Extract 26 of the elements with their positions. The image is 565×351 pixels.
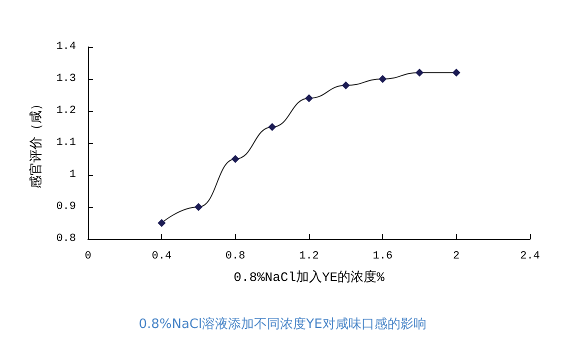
point	[268, 123, 276, 131]
point	[194, 203, 202, 211]
y-tick-label: 1.3	[56, 73, 76, 85]
y-tick-label: 0.8	[56, 233, 76, 245]
text: 0.8%NaCl溶液添加不同浓度YE对咸味口感的影响	[138, 316, 426, 332]
x-tick-label: 1.2	[299, 250, 319, 262]
y-axis-title: 感官评价（咸）	[28, 98, 44, 188]
y-tick-label: 1.2	[56, 105, 76, 117]
x-tick-label: 0.4	[152, 250, 172, 262]
x-tick-label: 2.4	[520, 250, 540, 262]
x-axis-title: 0.8%NaCl加入YE的浓度%	[234, 269, 385, 285]
y-tick-label: 1	[69, 169, 76, 181]
x-tick-label: 0	[84, 250, 92, 262]
x-tick-label: 2	[453, 250, 460, 262]
point	[158, 219, 166, 227]
point	[231, 155, 240, 163]
point	[342, 81, 350, 90]
y-tick-label: 1.4	[56, 41, 76, 53]
y-tick-label: 0.9	[56, 201, 76, 213]
point	[416, 68, 424, 77]
point	[378, 75, 387, 83]
point	[305, 94, 313, 102]
x-tick-label: 0.8	[225, 250, 246, 262]
y-tick-label: 1.1	[56, 137, 76, 149]
x-tick-label: 1.6	[372, 250, 393, 262]
point	[452, 68, 460, 77]
